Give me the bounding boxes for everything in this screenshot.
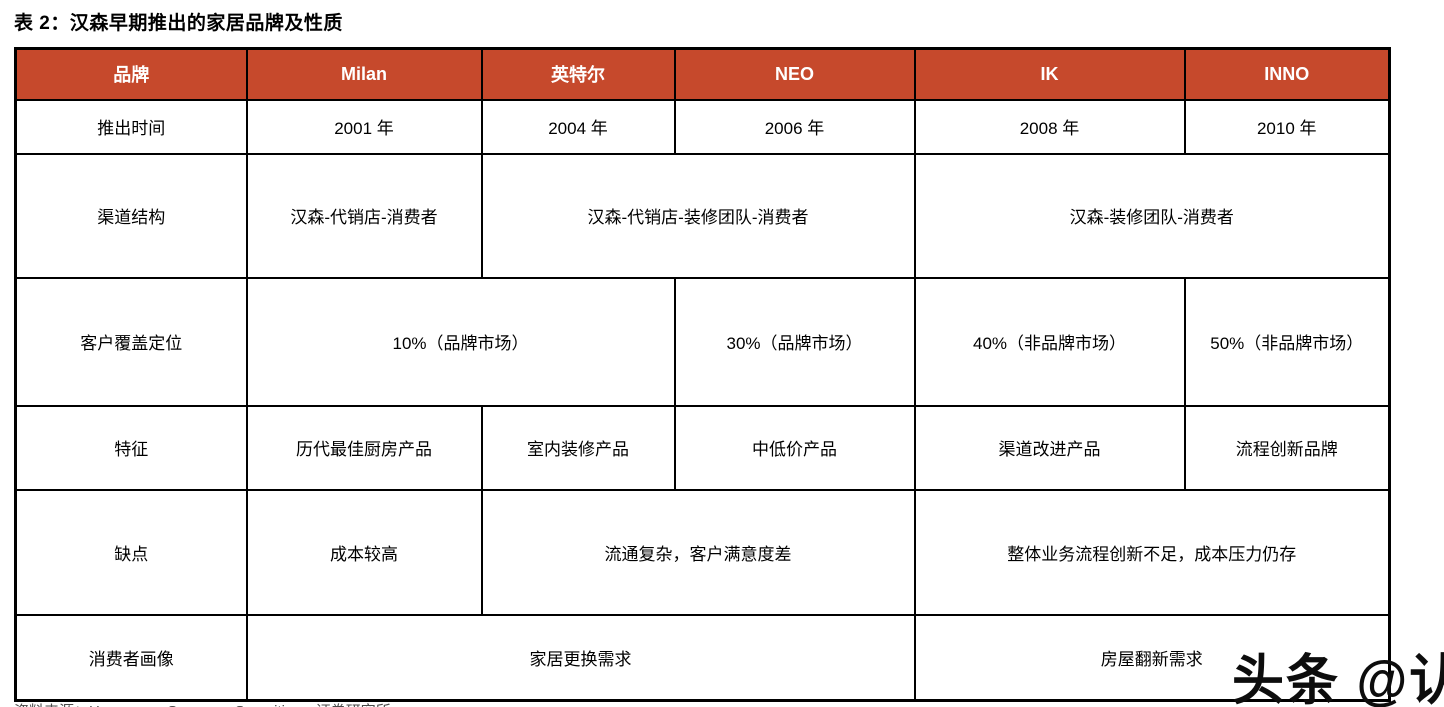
header-cell-brand: 品牌 [14, 47, 248, 101]
cell-launch-milan: 2001 年 [245, 98, 483, 155]
row-label-weakness: 缺点 [14, 488, 248, 616]
cell-launch-ik: 2008 年 [913, 98, 1186, 155]
cell-persona-ik-inno: 房屋翻新需求 [913, 613, 1391, 702]
cell-weakness-milan: 成本较高 [245, 488, 483, 616]
cell-coverage-ik: 40%（非品牌市场） [913, 276, 1186, 407]
cell-feature-ik: 渠道改进产品 [913, 404, 1186, 491]
table-header-row: 品牌 Milan 英特尔 NEO IK INNO [14, 47, 1391, 101]
header-cell-intel: 英特尔 [480, 47, 676, 101]
cell-coverage-neo: 30%（品牌市场） [673, 276, 916, 407]
table-row-launch: 推出时间 2001 年 2004 年 2006 年 2008 年 2010 年 [14, 98, 1391, 155]
row-label-persona: 消费者画像 [14, 613, 248, 702]
cell-weakness-intel-neo: 流通复杂，客户满意度差 [480, 488, 916, 616]
cell-launch-intel: 2004 年 [480, 98, 676, 155]
header-cell-inno: INNO [1183, 47, 1391, 101]
cell-coverage-inno: 50%（非品牌市场） [1183, 276, 1391, 407]
table-row-channel: 渠道结构 汉森-代销店-消费者 汉森-代销店-装修团队-消费者 汉森-装修团队-… [14, 152, 1391, 279]
cell-weakness-ik-inno: 整体业务流程创新不足，成本压力仍存 [913, 488, 1391, 616]
row-label-launch: 推出时间 [14, 98, 248, 155]
brand-comparison-table: 品牌 Milan 英特尔 NEO IK INNO 推出时间 2001 年 200… [14, 47, 1391, 702]
row-label-coverage: 客户覆盖定位 [14, 276, 248, 407]
cell-feature-intel: 室内装修产品 [480, 404, 676, 491]
cell-launch-inno: 2010 年 [1183, 98, 1391, 155]
cell-channel-intel-neo: 汉森-代销店-装修团队-消费者 [480, 152, 916, 279]
cell-feature-inno: 流程创新品牌 [1183, 404, 1391, 491]
cell-channel-milan: 汉森-代销店-消费者 [245, 152, 483, 279]
cell-feature-neo: 中低价产品 [673, 404, 916, 491]
row-label-channel: 渠道结构 [14, 152, 248, 279]
table-row-persona: 消费者画像 家居更换需求 房屋翻新需求 [14, 613, 1391, 702]
source-note: 资料来源：Hanssem，Samsung Securities，证券研究所 [14, 700, 391, 707]
cell-feature-milan: 历代最佳厨房产品 [245, 404, 483, 491]
table-row-feature: 特征 历代最佳厨房产品 室内装修产品 中低价产品 渠道改进产品 流程创新品牌 [14, 404, 1391, 491]
cell-launch-neo: 2006 年 [673, 98, 916, 155]
header-cell-milan: Milan [245, 47, 483, 101]
cell-persona-milan-intel-neo: 家居更换需求 [245, 613, 916, 702]
table-row-weakness: 缺点 成本较高 流通复杂，客户满意度差 整体业务流程创新不足，成本压力仍存 [14, 488, 1391, 616]
row-label-feature: 特征 [14, 404, 248, 491]
cell-channel-ik-inno: 汉森-装修团队-消费者 [913, 152, 1391, 279]
header-cell-ik: IK [913, 47, 1186, 101]
header-cell-neo: NEO [673, 47, 916, 101]
table-row-coverage: 客户覆盖定位 10%（品牌市场） 30%（品牌市场） 40%（非品牌市场） 50… [14, 276, 1391, 407]
watermark-toutiao-renshi: 头条 @认是 [1232, 650, 1444, 707]
cell-coverage-milan-intel: 10%（品牌市场） [245, 276, 676, 407]
table-title: 表 2：汉森早期推出的家居品牌及性质 [14, 13, 343, 34]
